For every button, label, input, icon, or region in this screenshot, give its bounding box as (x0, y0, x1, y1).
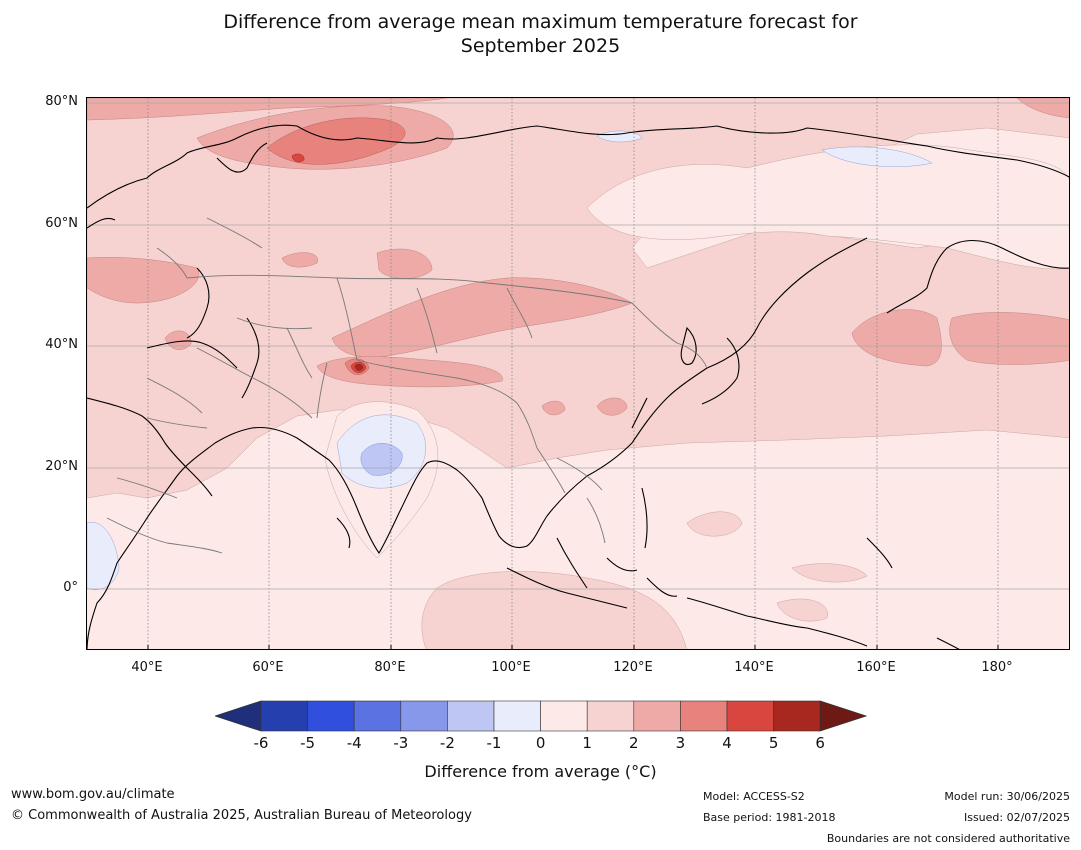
lon-label-180: 180° (981, 660, 1013, 675)
colorbar-cell (493, 700, 541, 732)
colorbar-extend-high (819, 700, 867, 732)
colorbar-tick-label: 5 (768, 734, 779, 752)
lon-label-160e: 160°E (856, 660, 896, 675)
colorbar-tick-label: 4 (722, 734, 732, 752)
graticule (147, 98, 999, 649)
coastlines (87, 124, 1069, 649)
latitude-lines (87, 102, 1069, 590)
footer-model: Model: ACCESS-S2 (703, 790, 805, 803)
colorbar-cell (773, 700, 821, 732)
anomaly-3to4-kola (266, 117, 406, 165)
footer-issued: Issued: 02/07/2025 (963, 811, 1070, 824)
frame-ticks (147, 645, 999, 649)
footer-boundaries: Boundaries are not considered authoritat… (826, 832, 1070, 845)
colorbar-label: Difference from average (°C) (424, 762, 657, 781)
anomaly-1to2-pacific-2 (791, 563, 868, 583)
colorbar-cells (215, 700, 867, 732)
anomaly-2to3-yangtze (596, 397, 628, 416)
lon-label-60e: 60°E (252, 660, 284, 675)
colorbar-tick-label: 3 (675, 734, 686, 752)
anomaly-0to1-siberia (586, 144, 1069, 270)
colorbar (215, 700, 867, 732)
lat-label-60n: 60°N (45, 216, 78, 231)
anomaly-4to5-kola (291, 153, 305, 163)
colorbar-cell (586, 700, 635, 732)
anomaly-neg-arctic (596, 130, 643, 143)
lon-label-120e: 120°E (613, 660, 653, 675)
colorbar-cell (353, 700, 402, 732)
lon-label-80e: 80°E (374, 660, 406, 675)
colorbar-tick-label: 0 (535, 734, 546, 752)
anomaly-2to3-north-pacific-2 (949, 312, 1069, 365)
anomaly-neg-africa (87, 521, 120, 591)
colorbar-cell (680, 700, 728, 732)
lon-label-100e: 100°E (491, 660, 531, 675)
footer-website: www.bom.gov.au/climate (11, 787, 175, 802)
lat-label-80n: 80°N (45, 94, 78, 109)
anomaly-neg-east-siberia (821, 146, 933, 167)
title-line-2: September 2025 (460, 35, 621, 57)
anomaly-2to3-arctic-edge (87, 98, 448, 121)
colorbar-tick-label: -3 (393, 734, 409, 752)
anomaly-neg2-india (360, 443, 403, 476)
anomaly-1to2-png (776, 598, 828, 622)
lat-label-40n: 40°N (45, 337, 78, 352)
map-canvas (87, 98, 1069, 649)
colorbar-cell (260, 700, 308, 732)
map-title: Difference from average mean maximum tem… (0, 10, 1081, 58)
anomaly-2to3-china (541, 400, 566, 416)
footer-model-run: Model run: 30/06/2025 (944, 790, 1070, 803)
colorbar-cell (400, 700, 448, 732)
colorbar-tick-label: -2 (439, 734, 455, 752)
colorbar-tick-label: 6 (815, 734, 825, 752)
colorbar-tick-label: -6 (253, 734, 269, 752)
title-line-1: Difference from average mean maximum tem… (223, 11, 858, 33)
lon-label-140e: 140°E (734, 660, 774, 675)
anomaly-2to3-kazakh (281, 252, 318, 268)
colorbar-cell (447, 700, 495, 732)
anomaly-2to3-caspian (87, 257, 200, 304)
colorbar-cell (307, 700, 355, 732)
anomaly-1to2-ocean (421, 571, 687, 649)
forecast-map (86, 97, 1070, 650)
lat-label-0: 0° (63, 580, 78, 595)
footer-base-period: Base period: 1981-2018 (703, 811, 836, 824)
anomaly-1to2-pacific (686, 511, 743, 537)
colorbar-tick-label: 2 (629, 734, 639, 752)
lon-label-40e: 40°E (131, 660, 163, 675)
anomaly-5to6-karakoram (354, 364, 364, 371)
colorbar-extend-low (215, 700, 262, 732)
lat-label-20n: 20°N (45, 459, 78, 474)
country-borders (106, 217, 708, 554)
colorbar-cell (633, 700, 681, 732)
colorbar-tick-label: -4 (346, 734, 362, 752)
colorbar-cell (726, 700, 774, 732)
footer-copyright: © Commonwealth of Australia 2025, Austra… (11, 808, 472, 823)
colorbar-tick-label: -1 (486, 734, 502, 752)
anomaly-2to3-central-asia (331, 277, 633, 358)
colorbar-tick-label: -5 (300, 734, 316, 752)
colorbar-tick-label: 1 (582, 734, 592, 752)
colorbar-cell (540, 700, 588, 732)
